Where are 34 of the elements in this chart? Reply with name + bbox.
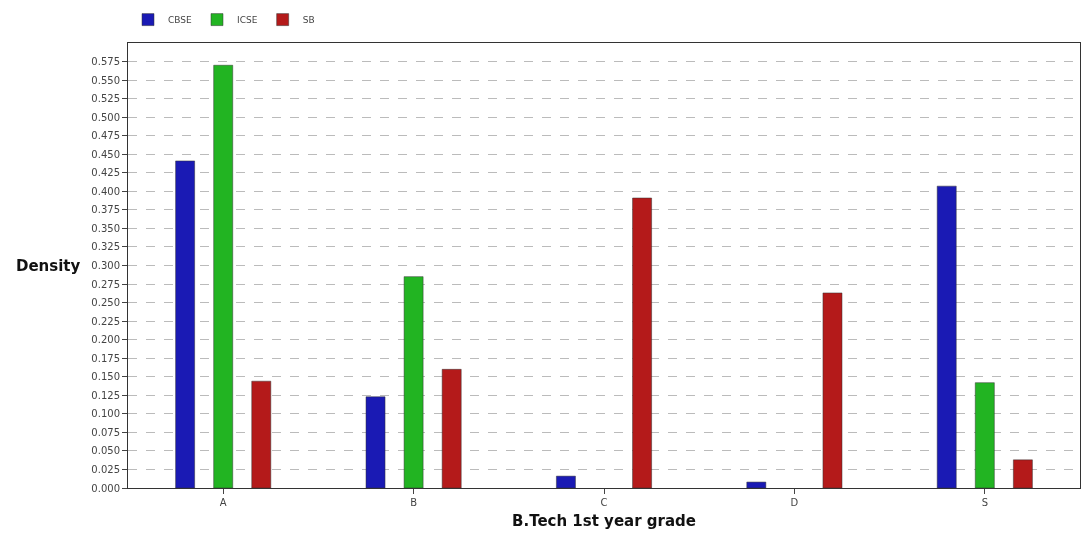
y-tick-label: 0.375 bbox=[91, 204, 120, 216]
y-tick-label: 0.400 bbox=[91, 185, 120, 197]
y-tick-label: 0.075 bbox=[91, 426, 120, 438]
y-tick-label: 0.475 bbox=[91, 130, 120, 142]
x-tick-label: S bbox=[981, 497, 988, 508]
y-tick-label: 0.525 bbox=[91, 93, 120, 105]
y-tick-label: 0.150 bbox=[91, 371, 120, 383]
legend-label: ICSE bbox=[237, 15, 258, 26]
y-tick-label: 0.250 bbox=[91, 297, 120, 309]
y-tick-label: 0.000 bbox=[91, 482, 120, 494]
y-tick-label: 0.350 bbox=[91, 222, 120, 234]
y-tick-label: 0.125 bbox=[91, 389, 120, 401]
y-tick-label: 0.325 bbox=[91, 241, 120, 253]
y-tick-label: 0.200 bbox=[91, 334, 120, 346]
y-axis-title: Density bbox=[16, 257, 81, 275]
y-tick-label: 0.550 bbox=[91, 74, 120, 86]
x-tick-label: B bbox=[410, 497, 418, 508]
y-tick-label: 0.300 bbox=[91, 260, 120, 271]
y-tick-label: 0.575 bbox=[91, 56, 120, 68]
x-tick-label: A bbox=[219, 497, 227, 508]
y-tick-label: 0.425 bbox=[91, 167, 120, 179]
y-tick-label: 0.100 bbox=[91, 408, 120, 420]
y-tick-label: 0.025 bbox=[91, 463, 120, 475]
y-tick-label: 0.175 bbox=[91, 352, 120, 364]
y-tick-label: 0.500 bbox=[91, 111, 120, 123]
x-axis-title: B.Tech 1st year grade bbox=[512, 512, 696, 530]
y-tick-label: 0.050 bbox=[91, 445, 120, 457]
legend-label: CBSE bbox=[168, 15, 193, 26]
legend-label: SB bbox=[302, 15, 315, 26]
x-tick-label: D bbox=[790, 497, 799, 508]
x-tick-label: C bbox=[600, 497, 608, 508]
y-tick-label: 0.275 bbox=[91, 278, 120, 290]
y-tick-label: 0.450 bbox=[91, 148, 120, 160]
y-tick-label: 0.225 bbox=[91, 315, 120, 327]
